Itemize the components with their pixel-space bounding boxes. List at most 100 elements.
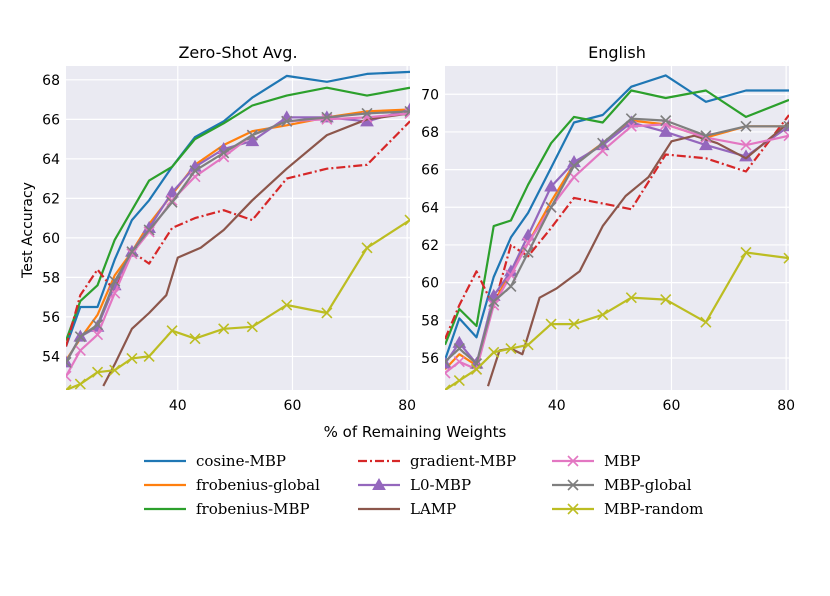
series-point-mbp-random: [126, 352, 138, 364]
legend-item-gradient-mbp: gradient-MBP: [358, 452, 516, 470]
series-point-mbp-global: [488, 295, 500, 308]
legend-item-frobenius-mbp: frobenius-MBP: [144, 500, 310, 518]
y-tick-label: 68: [421, 125, 439, 141]
legend-label-cosine-mbp: cosine-MBP: [196, 452, 286, 470]
series-point-mbp-global: [66, 356, 72, 368]
series-point-mbp: [218, 151, 230, 163]
series-point-l0-mbp: [165, 185, 179, 198]
series-point-mbp-random: [246, 321, 258, 333]
series-line-frobenius-mbp: [445, 89, 789, 346]
series-point-mbp-random: [488, 346, 500, 358]
series-line-mbp-random: [66, 219, 410, 390]
series-line-gradient-mbp: [66, 120, 410, 347]
legend-label-l0-mbp: L0-MBP: [410, 476, 471, 494]
series-point-mbp-global: [445, 356, 451, 368]
series-point-mbp-random: [783, 252, 789, 264]
chart-panel-2: 40 60 80 56 58 60 62 64 66 68 70 English: [421, 43, 795, 414]
chart-title: Zero-Shot Avg.: [178, 43, 297, 62]
series-point-mbp: [740, 139, 752, 151]
series-point-mbp-global: [246, 129, 258, 141]
series-point-mbp-global: [143, 224, 155, 236]
series-point-mbp-random: [470, 363, 483, 375]
series-point-mbp-global: [404, 105, 410, 118]
y-tick-label: 62: [421, 238, 439, 254]
legend-item-lamp: LAMP: [358, 500, 456, 518]
y-tick-label: 66: [421, 163, 439, 179]
series-point-mbp-random: [660, 294, 672, 306]
y-tick-label: 58: [42, 270, 60, 286]
series-point-mbp-random: [281, 299, 293, 311]
series-point-mbp-global: [321, 111, 333, 123]
x-tick-label: 40: [169, 398, 187, 414]
legend-label-mbp-random: MBP-random: [604, 500, 703, 518]
legend-item-l0-mbp: L0-MBP: [358, 476, 471, 494]
x-tick-label: 80: [398, 398, 416, 414]
legend-item-mbp-random: MBP-random: [552, 500, 703, 518]
series-point-mbp-global: [625, 113, 637, 125]
x-tick-label: 60: [663, 398, 681, 414]
series-line-lamp: [102, 112, 410, 387]
y-tick-label: 58: [421, 313, 439, 329]
series-point-mbp-global: [109, 275, 121, 287]
series-point-mbp-random: [66, 384, 72, 390]
series-point-mbp-global: [218, 147, 230, 159]
x-axis-label: % of Remaining Weights: [324, 423, 507, 441]
legend-item-mbp-global: MBP-global: [552, 476, 692, 494]
legend-item-cosine-mbp: cosine-MBP: [144, 452, 286, 470]
series-point-mbp-global: [126, 246, 138, 258]
series-point-mbp-random: [109, 364, 121, 376]
series-point-mbp-global: [700, 130, 712, 142]
y-tick-label: 60: [42, 231, 60, 247]
chart-title: English: [588, 43, 646, 62]
legend-label-mbp-global: MBP-global: [604, 476, 692, 494]
legend: cosine-MBP gradient-MBP MBP frobenius-globa…: [144, 452, 703, 518]
series-line-mbp-global: [66, 110, 410, 363]
series-point-mbp-random: [74, 378, 86, 390]
series-point-mbp-global: [597, 137, 609, 149]
series-point-mbp-random: [143, 350, 155, 362]
series-group: [445, 74, 789, 390]
legend-label-gradient-mbp: gradient-MBP: [410, 452, 516, 470]
series-point-l0-mbp: [699, 138, 713, 151]
series-point-mbp-random: [218, 323, 230, 335]
series-point-mbp-global: [568, 160, 580, 172]
series-point-mbp-global: [505, 280, 517, 292]
series-point-mbp-random: [740, 246, 752, 259]
series-line-gradient-mbp: [445, 114, 789, 340]
series-point-mbp-random: [505, 342, 517, 355]
series-point-mbp-global: [361, 107, 373, 119]
series-point-mbp-random: [700, 316, 712, 328]
y-tick-label: 68: [42, 73, 60, 89]
series-point-mbp-global: [740, 120, 752, 132]
series-line-mbp-global: [445, 117, 789, 365]
legend-label-frobenius-global: frobenius-global: [196, 476, 320, 494]
legend-item-frobenius-global: frobenius-global: [144, 476, 320, 494]
y-tick-label: 56: [421, 351, 439, 367]
x-tick-label: 40: [548, 398, 566, 414]
series-line-mbp: [445, 123, 789, 374]
series-point-mbp-random: [453, 375, 465, 387]
legend-label-lamp: LAMP: [410, 500, 456, 518]
y-tick-label: 54: [42, 349, 60, 365]
series-point-mbp: [66, 370, 72, 382]
series-point-mbp: [91, 329, 104, 341]
legend-label-mbp: MBP: [604, 452, 640, 470]
series-point-mbp-random: [321, 307, 333, 319]
series-point-mbp-global: [660, 115, 672, 127]
y-axis-label: Test Accuracy: [20, 182, 36, 279]
y-tick-label: 70: [421, 87, 439, 103]
series-point-mbp-global: [91, 319, 104, 331]
series-point-mbp-global: [783, 120, 789, 132]
series-point-mbp-random: [545, 318, 557, 330]
series-line-cosine-mbp: [445, 74, 789, 361]
y-tick-label: 64: [421, 200, 439, 216]
legend-marker-mbp: [567, 455, 579, 467]
y-tick-label: 66: [42, 112, 60, 128]
legend-marker-l0-mbp: [372, 477, 386, 490]
series-line-frobenius-mbp: [66, 86, 410, 341]
series-point-mbp: [74, 344, 86, 357]
series-point-mbp-random: [625, 292, 637, 304]
chart-panel-1: 40 60 80 54 56 58 60 62 64 66 68 Zero-Shot Avg.: [42, 43, 416, 414]
y-tick-label: 64: [42, 152, 60, 168]
series-point-mbp-global: [74, 331, 86, 343]
